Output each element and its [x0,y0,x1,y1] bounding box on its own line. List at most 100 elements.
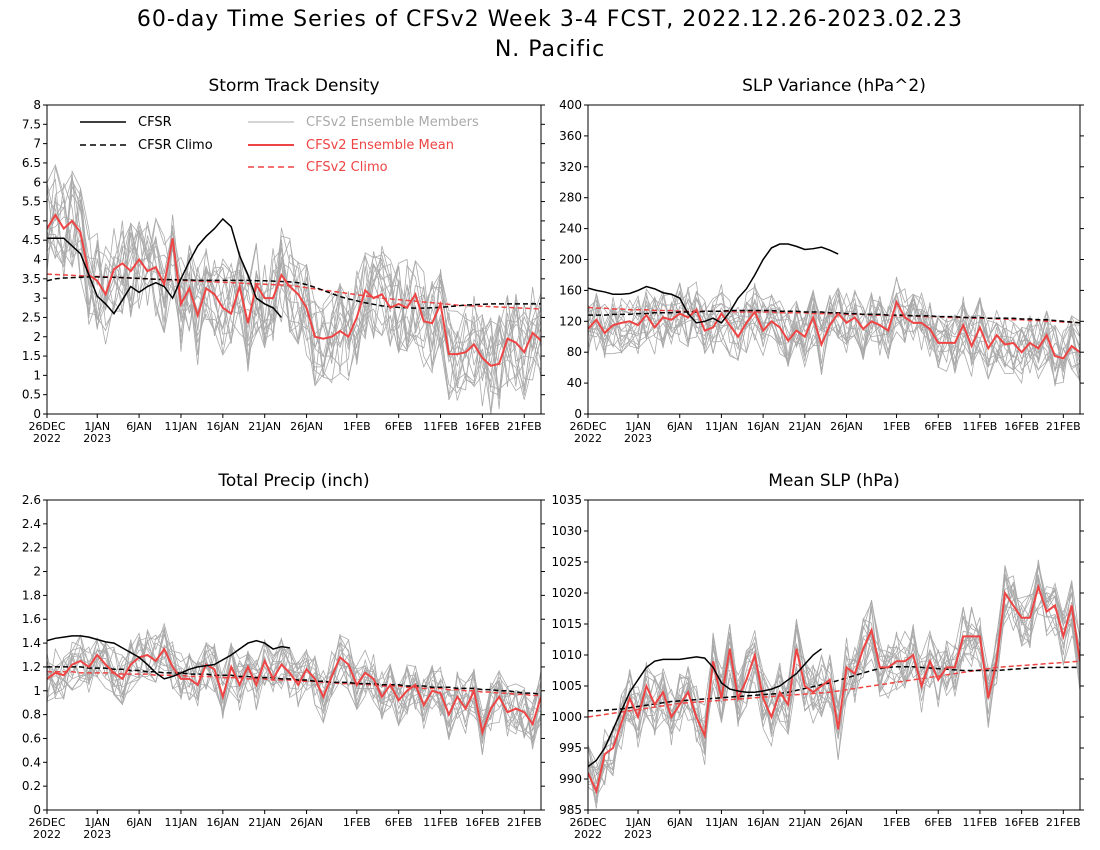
y-tick-label: 0 [33,803,41,817]
cfsr-line [588,648,822,768]
cfsr-line [47,635,290,680]
x-tick-sublabel: 2023 [624,432,652,445]
ensemble-member-line [47,169,541,407]
y-tick-label: 200 [559,253,582,267]
x-tick-label: 6FEB [385,420,413,433]
y-tick-label: 1 [33,368,41,382]
x-tick-label: 1JAN [84,420,110,433]
ensemble-member-line [47,185,541,391]
x-tick-label: 21FEB [1046,816,1081,829]
y-tick-label: 1005 [551,679,582,693]
x-tick-label: 1JAN [84,816,110,829]
y-tick-label: 1010 [551,648,582,662]
x-tick-label: 11JAN [705,420,738,433]
cfsv2-climo-line [47,670,541,697]
y-tick-label: 6 [33,175,41,189]
plot-frame [587,499,1081,811]
panel-3: Total Precip (inch) 0 0.2 0.4 0.6 0.8 1 1.2 1.4 1… [22,471,545,841]
x-tick-label: 6JAN [667,420,693,433]
ensemble-member-line [47,182,541,394]
cfsr-climo-line [47,666,541,696]
x-tick-label: 16FEB [465,816,500,829]
x-tick-label: 6JAN [126,816,152,829]
x-tick-label: 16JAN [206,816,239,829]
ensemble-mean-line [588,583,1080,795]
ensemble-member-line [588,286,1080,380]
y-tick-label: 280 [559,191,582,205]
x-tick-label: 16FEB [1004,420,1039,433]
y-tick-label: 1020 [551,586,582,600]
x-tick-label: 11FEB [963,420,998,433]
y-tick-label: 1.2 [22,660,41,674]
x-tick-label: 11JAN [165,816,198,829]
cfsv2-climo-line [588,660,1080,718]
panel-title: Storm Track Density [208,76,379,96]
plot-frame [46,499,542,811]
x-tick-label: 11FEB [423,816,458,829]
ensemble-member-line [588,292,1080,383]
y-tick-label: 5.5 [22,195,41,209]
y-tick-label: 1.6 [22,612,41,626]
y-tick-label: 0 [33,407,41,421]
y-tick-label: 985 [559,803,582,817]
y-tick-label: 2 [33,565,41,579]
x-tick-label: 1FEB [343,420,371,433]
y-tick-label: 40 [567,376,582,390]
y-tick-label: 7.5 [22,117,41,131]
ensemble-member-line [588,567,1080,784]
cfsr-line [588,243,839,324]
y-tick-label: 2.6 [22,493,41,507]
y-tick-label: 2.5 [22,310,41,324]
y-tick-label: 1015 [551,617,582,631]
y-tick-label: 0.8 [22,708,41,722]
x-tick-label: 11FEB [423,420,458,433]
x-tick-label: 26JAN [830,816,863,829]
legend-ensemble-mean-label: CFSv2 Ensemble Mean [306,138,454,153]
ensemble-member-line [47,634,541,750]
x-tick-label: 11JAN [705,816,738,829]
ensemble-member-line [47,638,541,739]
y-tick-label: 4.5 [22,233,41,247]
x-tick-label: 1FEB [883,420,911,433]
cfsr-climo-line [588,666,1080,712]
y-tick-label: 0.6 [22,731,41,745]
x-tick-label: 16FEB [465,420,500,433]
x-tick-label: 16JAN [747,420,780,433]
x-tick-label: 11JAN [165,420,198,433]
x-tick-label: 6FEB [385,816,413,829]
y-tick-label: 1.5 [22,349,41,363]
y-tick-label: 4 [33,253,41,267]
x-tick-sublabel: 2023 [83,432,111,445]
x-tick-label: 21JAN [788,420,821,433]
legend-cfsv2-climo-label: CFSv2 Climo [306,160,388,175]
y-tick-label: 320 [559,160,582,174]
x-tick-label: 26JAN [830,420,863,433]
x-tick-label: 21JAN [248,420,281,433]
y-tick-label: 3.5 [22,272,41,286]
ensemble-member-line [47,178,541,377]
x-tick-label: 1FEB [883,816,911,829]
x-tick-sublabel: 2023 [83,828,111,841]
ensemble-member-line [47,193,541,411]
ensemble-member-line [47,188,541,401]
panel-2: SLP Variance (hPa^2) 0 40 80 120 160 200 240 280… [559,76,1084,445]
y-tick-label: 8 [33,98,41,112]
legend-members-label: CFSv2 Ensemble Members [306,115,479,130]
y-tick-label: 0 [574,407,582,421]
x-tick-label: 1JAN [625,420,651,433]
y-tick-label: 1030 [551,524,582,538]
x-tick-label: 6FEB [924,816,952,829]
x-tick-label: 16JAN [747,816,780,829]
ensemble-member-line [47,635,541,736]
x-tick-label: 26DEC [569,816,606,829]
panel-title: SLP Variance (hPa^2) [742,76,926,96]
cfsr-climo-line [47,276,541,309]
panel-title: Mean SLP (hPa) [768,471,900,491]
y-tick-label: 1025 [551,555,582,569]
x-tick-label: 16FEB [1004,816,1039,829]
x-tick-sublabel: 2022 [574,432,602,445]
x-tick-label: 26DEC [569,420,606,433]
y-tick-label: 0.4 [22,755,41,769]
legend-cfsr-label: CFSR [138,115,172,130]
ensemble-member-line [588,288,1080,384]
